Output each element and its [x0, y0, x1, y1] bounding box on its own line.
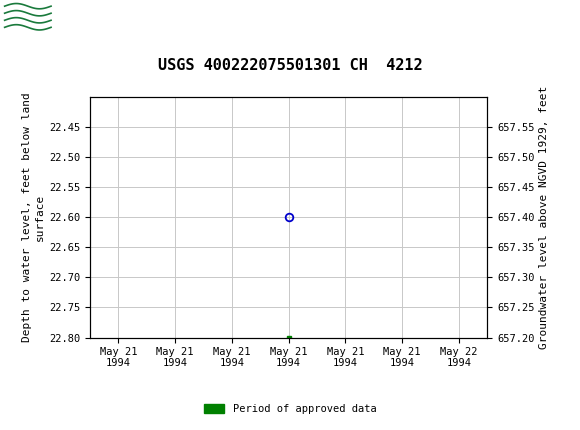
Legend: Period of approved data: Period of approved data	[200, 400, 380, 418]
Y-axis label: Groundwater level above NGVD 1929, feet: Groundwater level above NGVD 1929, feet	[539, 86, 549, 349]
Text: USGS 400222075501301 CH  4212: USGS 400222075501301 CH 4212	[158, 58, 422, 73]
Bar	[3, 2, 52, 34]
Y-axis label: Depth to water level, feet below land
surface: Depth to water level, feet below land su…	[21, 92, 45, 342]
Text: USGS: USGS	[58, 9, 113, 27]
